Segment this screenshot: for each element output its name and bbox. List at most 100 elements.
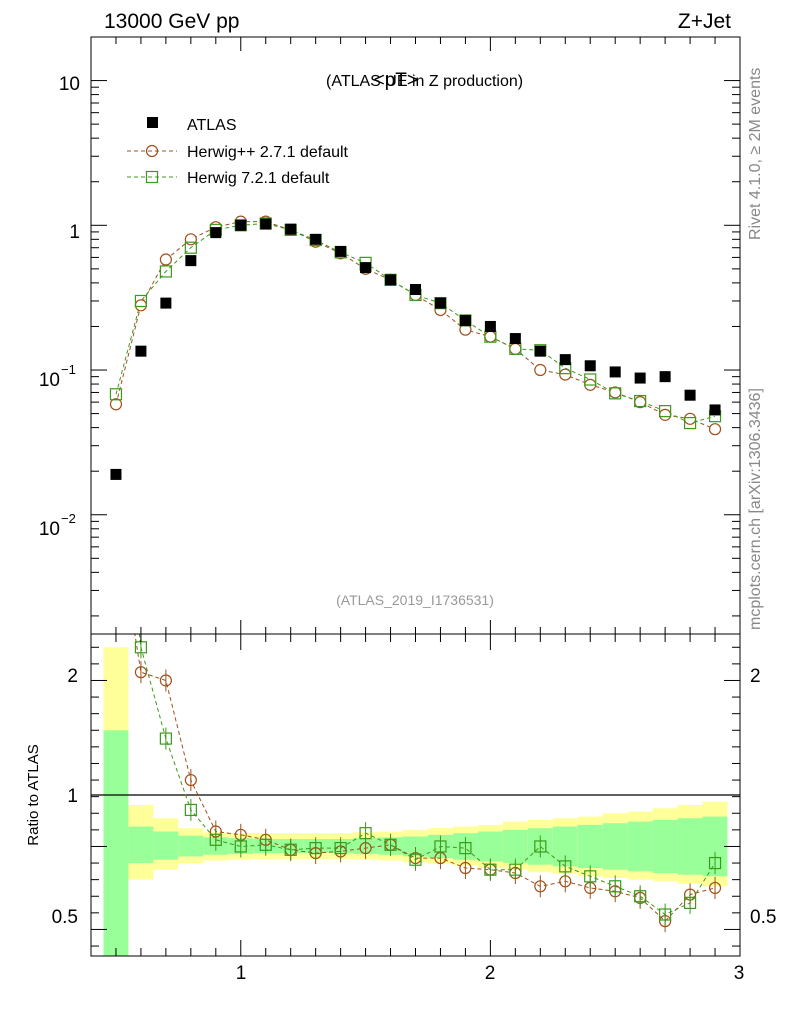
herwigpp-main-line — [115, 221, 716, 430]
atlas-point — [684, 389, 696, 401]
herwigpp-ratio-point — [134, 666, 148, 679]
header-energy-label: 13000 GeV pp — [104, 10, 239, 33]
herwig7-ratio-point — [284, 843, 297, 856]
herwigpp-ratio-point — [159, 674, 172, 687]
analysis-watermark: (ATLAS_2019_I1736531) — [336, 592, 494, 608]
herwig7-ratio-point — [309, 842, 322, 855]
header-process-label: Z+Jet — [678, 10, 731, 33]
herwig7-ratio-point — [534, 840, 547, 853]
legend-marker-atlas — [147, 117, 158, 128]
atlas-point — [210, 227, 222, 239]
atlas-point — [335, 245, 347, 257]
ratio-band-inner — [403, 836, 428, 857]
ratio-band-inner — [153, 831, 179, 860]
ratio-y-axis-label: Ratio to ATLAS — [25, 744, 42, 845]
herwigpp-point — [659, 408, 672, 421]
atlas-point — [559, 354, 571, 366]
atlas-point — [110, 468, 122, 480]
ratio-ytick-label-right-0.5: 0.5 — [750, 907, 776, 928]
atlas-point — [235, 219, 247, 231]
ratio-panel: 2 1 0.5 2 0.5 1 2 3 Ratio to ATLAS — [25, 633, 776, 984]
herwigpp-point — [609, 386, 622, 399]
atlas-point — [509, 333, 521, 345]
herwig7-point — [134, 294, 148, 308]
ratio-band-inner — [502, 829, 528, 864]
herwig7-ratio-point — [359, 827, 372, 840]
herwig7-ratio-point — [409, 853, 422, 866]
ratio-band-inner — [103, 730, 129, 956]
legend-marker-herwigpp — [145, 144, 159, 158]
herwigpp-point — [534, 363, 547, 377]
main-ytick-label-0.01: 10 — [39, 519, 60, 540]
herwig7-point — [634, 394, 647, 408]
atlas-point — [285, 223, 297, 235]
ratio-series-layer — [134, 634, 722, 933]
herwigpp-ratio-point — [184, 773, 197, 787]
herwig7-ratio-point — [559, 860, 572, 873]
main-ytick-exponent-0.1: −1 — [61, 362, 76, 377]
atlas-point — [459, 314, 471, 326]
ratio-band-inner — [128, 826, 154, 864]
ratio-bands-layer — [103, 647, 728, 956]
rivet-version-label: Rivet 4.1.0, ≥ 2M events — [747, 68, 764, 240]
atlas-point — [385, 274, 397, 286]
main-ytick-exponent-0.01: −2 — [61, 511, 76, 526]
plot-title-main: <pT> — [374, 70, 418, 91]
herwigpp-point — [708, 423, 722, 436]
herwig7-ratio-point — [584, 870, 597, 883]
herwig7-point — [659, 405, 672, 418]
herwig7-point — [184, 241, 197, 254]
atlas-point — [160, 297, 172, 309]
herwig7-ratio-point — [184, 803, 197, 817]
herwig7-ratio-point — [434, 840, 447, 853]
herwigpp-point — [159, 253, 172, 266]
herwigpp-point — [109, 398, 123, 411]
main-y-ticks — [90, 36, 741, 634]
ratio-ytick-label-left-2: 2 — [67, 666, 78, 687]
herwig7-point — [609, 387, 622, 400]
ratio-band-inner — [677, 818, 703, 875]
ratio-band-inner — [602, 823, 628, 870]
herwigpp-point — [559, 368, 572, 381]
herwig7-ratio-point — [683, 896, 697, 909]
herwig7-ratio-point — [259, 838, 272, 851]
ratio-band-inner — [652, 819, 678, 874]
legend: ATLAS Herwig++ 2.7.1 default Herwig 7.2.… — [127, 117, 349, 187]
atlas-point — [534, 345, 546, 357]
atlas-point — [609, 366, 621, 378]
herwig7-ratio-point — [459, 842, 472, 855]
herwigpp-point — [509, 342, 522, 355]
ratio-band-inner — [577, 824, 603, 869]
main-ytick-label-1: 1 — [69, 222, 80, 243]
herwigpp-point — [134, 299, 148, 312]
herwig7-ratio-point — [659, 908, 672, 921]
atlas-point — [434, 297, 446, 309]
herwigpp-point — [683, 412, 697, 425]
ratio-band-inner — [477, 831, 503, 862]
atlas-point — [135, 345, 147, 357]
herwig7-ratio-point — [609, 880, 622, 893]
main-series-layer — [109, 215, 722, 480]
xtick-label-2: 2 — [485, 963, 496, 984]
herwig7-ratio-point — [334, 842, 347, 855]
main-ytick-label-10: 10 — [59, 74, 80, 95]
herwigpp-ratio-point — [708, 881, 722, 895]
legend-label-atlas: ATLAS — [187, 117, 237, 134]
herwigpp-point — [484, 330, 497, 343]
ratio-ticks — [90, 634, 741, 956]
herwig7-ratio-point — [159, 732, 172, 745]
ratio-ytick-label-left-0.5: 0.5 — [52, 907, 78, 928]
herwig7-ratio-point — [384, 838, 397, 851]
herwig7-point — [683, 416, 697, 430]
ratio-ytick-label-right-2: 2 — [750, 666, 761, 687]
herwigpp-ratio-point — [534, 880, 547, 893]
atlas-point — [484, 320, 496, 332]
legend-label-herwig7: Herwig 7.2.1 default — [187, 170, 330, 187]
mcplots-label: mcplots.cern.ch [arXiv:1306.3436] — [747, 388, 764, 630]
legend-marker-herwig7 — [145, 170, 159, 184]
atlas-point — [260, 218, 272, 230]
plot-title-sub: (ATLAS UE in Z production) — [326, 73, 523, 90]
herwig7-main-line — [115, 222, 716, 424]
herwig7-ratio-point — [484, 863, 497, 876]
